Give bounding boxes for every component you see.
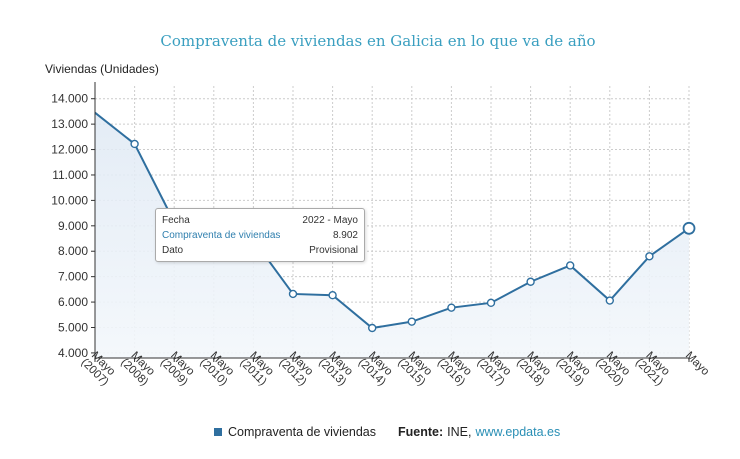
y-axis-ticks: 4.000 5.000 6.000 7.000 8.000 9.000 10.000 11.0…	[51, 92, 95, 360]
legend-series-label[interactable]: Compraventa de viviendas	[228, 425, 376, 439]
y-tick-label: 11.000	[52, 168, 88, 182]
tooltip-row-status: Dato Provisional	[162, 245, 358, 256]
y-tick-label: 7.000	[58, 270, 88, 284]
svg-text:Mayo: Mayo	[683, 350, 711, 378]
y-tick-label: 6.000	[58, 295, 88, 309]
chart-title: Compraventa de viviendas en Galicia en l…	[160, 32, 595, 50]
data-point[interactable]	[447, 303, 456, 312]
y-tick-label: 8.000	[58, 244, 88, 258]
data-point[interactable]	[407, 317, 416, 326]
data-point[interactable]	[486, 298, 496, 308]
chart-legend: Compraventa de viviendas Fuente: INE, ww…	[214, 425, 560, 439]
y-tick-label: 13.000	[51, 117, 88, 131]
data-point[interactable]	[288, 289, 298, 299]
y-tick-label: 12.000	[51, 143, 88, 157]
data-point[interactable]	[526, 277, 535, 286]
data-point[interactable]	[328, 291, 337, 300]
source-link[interactable]: www.epdata.es	[475, 425, 561, 439]
axes	[94, 82, 689, 359]
tooltip-row-date: Fecha 2022 - Mayo	[162, 215, 358, 226]
legend-swatch-icon	[214, 428, 222, 436]
x-tick-label: Mayo(2013)	[316, 350, 355, 389]
series-area-fill	[95, 112, 689, 358]
data-point[interactable]	[645, 252, 654, 261]
chart-canvas: Compraventa de viviendas en Galicia en l…	[45, 32, 711, 389]
data-point[interactable]	[130, 139, 139, 149]
y-tick-label: 4.000	[58, 346, 88, 360]
y-tick-label: 14.000	[51, 92, 88, 106]
data-point[interactable]	[605, 296, 614, 305]
source-text: INE,	[447, 425, 472, 439]
data-point-highlighted[interactable]	[682, 221, 696, 235]
y-tick-label: 10.000	[51, 193, 88, 207]
data-point[interactable]	[368, 323, 377, 333]
data-tooltip: Fecha 2022 - Mayo Compraventa de viviend…	[155, 208, 365, 262]
tooltip-row-value: Compraventa de viviendas 8.902	[162, 230, 358, 241]
source-label: Fuente:	[398, 425, 444, 439]
data-point[interactable]	[566, 261, 575, 270]
y-tick-label: 9.000	[58, 219, 88, 233]
y-tick-label: 5.000	[58, 320, 88, 334]
x-tick-label: Mayo	[683, 350, 711, 378]
y-axis-label: Viviendas (Unidades)	[45, 62, 159, 76]
